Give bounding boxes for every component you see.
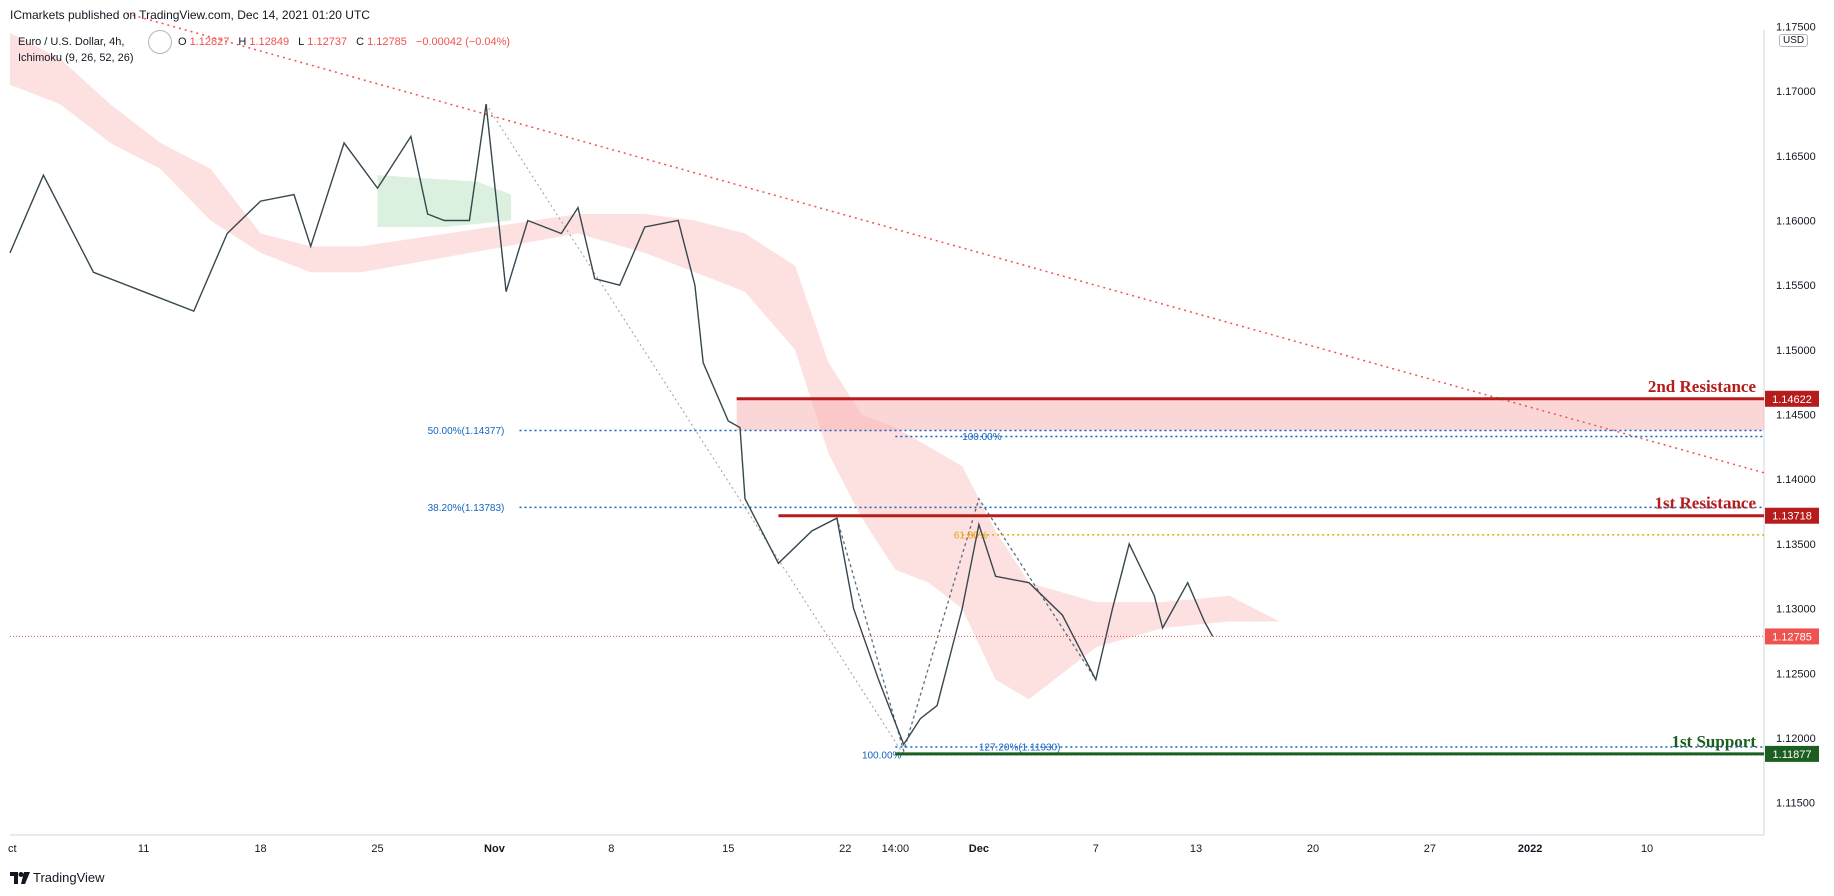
y-tick-9: 1.13000 — [1776, 604, 1816, 616]
y-tick-12: 1.11500 — [1776, 798, 1815, 810]
y-tick-5: 1.15000 — [1776, 345, 1816, 357]
x-tick-6: 15 — [722, 843, 734, 855]
x-tick-13: 27 — [1424, 843, 1436, 855]
close-label: C — [356, 36, 365, 48]
time-axis[interactable]: ct 11 18 25 Nov 8 15 22 14:00 Dec 7 13 20 27 2022 10 — [8, 843, 1653, 855]
high-label: H — [238, 36, 247, 48]
tradingview-logo-icon — [10, 871, 30, 884]
resistance-zone — [736, 398, 1764, 431]
support-resistance-levels[interactable]: 2nd Resistance 1.14622 1st Resistance 1.137… — [736, 377, 1819, 762]
level-tag-text-2: 1.11877 — [1773, 749, 1812, 761]
y-tick-3: 1.16000 — [1776, 216, 1816, 228]
fib-swing-line — [485, 103, 905, 756]
level-title-2: 1st Support — [1671, 732, 1756, 751]
high-value: 1.12849 — [249, 36, 290, 48]
price-path — [9, 104, 1214, 746]
fibonacci-lines[interactable]: 50.00%(1.14377) 38.20%(1.13783) 100.00% 61.… — [428, 103, 1764, 761]
x-tick-7: 22 — [839, 843, 851, 855]
last-price-tag-text: 1.12785 — [1772, 631, 1812, 643]
ohlc-values: O 1.12827 H 1.12849 L 1.12737 C 1.12785 −0.0… — [178, 36, 513, 48]
price-line-series — [9, 104, 1764, 746]
x-tick-11: 13 — [1190, 843, 1202, 855]
y-tick-7: 1.14000 — [1776, 474, 1816, 486]
level-title-0: 2nd Resistance — [1648, 377, 1757, 396]
x-tick-9: Dec — [969, 843, 989, 855]
level-tag-text-0: 1.14622 — [1772, 394, 1812, 406]
y-tick-0: 1.17500 — [1776, 21, 1816, 33]
tradingview-brand: TradingView — [33, 870, 105, 885]
y-tick-6: 1.14500 — [1776, 410, 1816, 422]
open-value: 1.12827 — [189, 36, 230, 48]
x-tick-3: 25 — [371, 843, 383, 855]
descending-trendline[interactable] — [126, 12, 1765, 474]
x-tick-12: 20 — [1307, 843, 1319, 855]
fib-label-1: 38.20%(1.13783) — [428, 503, 505, 514]
resistance-zone-band — [736, 398, 1764, 431]
currency-badge[interactable]: USD — [1779, 34, 1809, 47]
y-tick-8: 1.13500 — [1776, 539, 1816, 551]
x-tick-1: 11 — [138, 843, 149, 855]
trendline-segment — [126, 12, 1765, 474]
x-tick-15: 10 — [1641, 843, 1653, 855]
y-tick-11: 1.12000 — [1776, 733, 1816, 745]
x-tick-5: 8 — [608, 843, 614, 855]
x-tick-4: Nov — [484, 843, 506, 855]
close-value: 1.12785 — [367, 36, 407, 48]
cloud-bearish — [10, 32, 1280, 700]
y-tick-1: 1.17000 — [1776, 86, 1816, 98]
symbol-title[interactable]: Euro / U.S. Dollar, 4h, — [18, 36, 125, 48]
x-tick-14: 2022 — [1518, 843, 1542, 855]
tradingview-logo[interactable]: TradingView — [10, 870, 105, 885]
x-tick-8: 14:00 — [882, 843, 910, 855]
open-label: O — [178, 36, 187, 48]
price-axis[interactable]: 1.17500 1.17000 1.16500 1.16000 1.15500 1.150… — [1765, 21, 1819, 810]
indicator-legend[interactable]: Ichimoku (9, 26, 52, 26) — [18, 52, 134, 64]
x-tick-2: 18 — [254, 843, 266, 855]
fib-label-3: 61.80% — [954, 530, 988, 541]
fib-label-2: 100.00% — [962, 432, 1002, 443]
fib-label-0: 50.00%(1.14377) — [428, 426, 505, 437]
level-tag-text-1: 1.13718 — [1772, 511, 1812, 523]
x-tick-0: ct — [8, 843, 17, 855]
change-value: −0.00042 (−0.04%) — [415, 36, 511, 48]
harmonic-zigzag — [836, 497, 1097, 754]
y-tick-4: 1.15500 — [1776, 280, 1816, 292]
x-tick-10: 7 — [1093, 843, 1099, 855]
level-tag-0 — [1765, 390, 1819, 407]
level-tag-2 — [1765, 745, 1819, 762]
level-title-1: 1st Resistance — [1654, 494, 1756, 513]
ichimoku-cloud — [10, 32, 1280, 700]
y-tick-10: 1.12500 — [1776, 668, 1816, 680]
cloud-bullish — [377, 175, 512, 227]
low-label: L — [298, 36, 305, 48]
y-tick-2: 1.16500 — [1776, 151, 1816, 163]
published-caption: ICmarkets published on TradingView.com, … — [10, 8, 370, 22]
low-value: 1.12737 — [307, 36, 348, 48]
fib-label-4: 127.20%(1.11930) — [979, 743, 1061, 754]
last-price-tag — [1765, 628, 1819, 645]
fib-label-5: 100.00% — [862, 750, 902, 761]
level-tag-1 — [1765, 507, 1819, 524]
symbol-logo-circle[interactable] — [148, 30, 172, 54]
